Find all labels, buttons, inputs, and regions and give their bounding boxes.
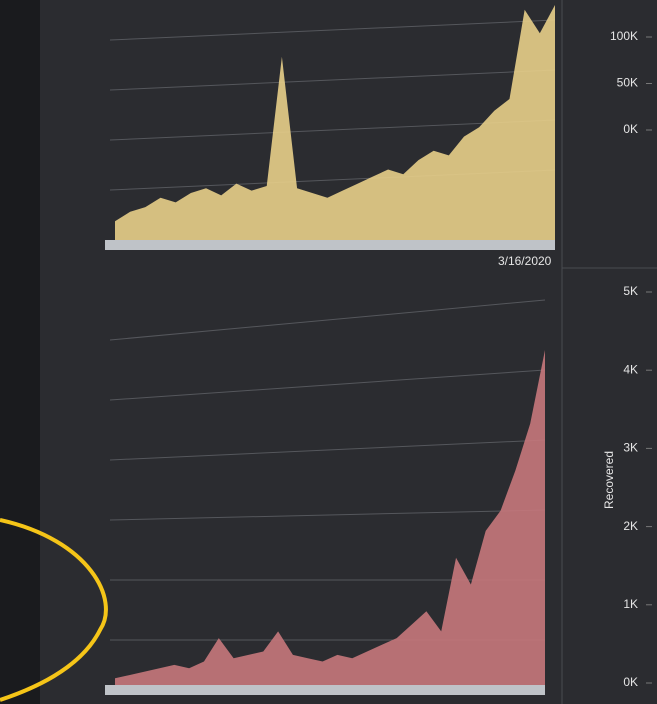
y-tick-label: 1K — [623, 597, 638, 611]
x-axis-bar — [105, 685, 545, 695]
y-tick-label: 5K — [623, 284, 638, 298]
y-axis-label: Recovered — [602, 451, 616, 509]
x-axis-bar — [105, 240, 555, 250]
screen: Recovered 3/16/2020 0K 50K 100K 0K 1K 2K 3K 4K 5K — [0, 0, 657, 704]
y-tick-label: 2K — [623, 519, 638, 533]
bezel — [0, 0, 40, 704]
y-tick-label: 100K — [610, 29, 638, 43]
y-tick-label: 0K — [623, 675, 638, 689]
y-tick-label: 0K — [623, 122, 638, 136]
background — [0, 0, 657, 704]
y-tick-label: 50K — [617, 76, 638, 90]
y-tick-label: 4K — [623, 362, 638, 376]
y-tick-label: 3K — [623, 441, 638, 455]
x-tick-label: 3/16/2020 — [498, 254, 552, 268]
